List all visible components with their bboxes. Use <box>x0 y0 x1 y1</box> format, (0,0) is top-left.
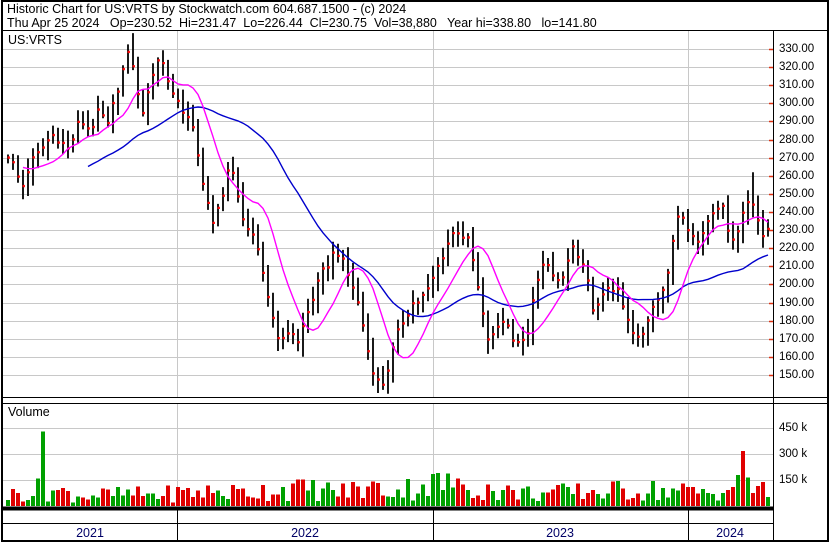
x-axis-year-2021: 2021 <box>76 526 104 540</box>
x-axis-year-2023: 2023 <box>546 526 574 540</box>
price-axis-label: 320.00 <box>779 61 815 74</box>
price-axis-label: 260.00 <box>779 169 815 182</box>
price-axis-label: 240.00 <box>779 205 815 218</box>
price-axis-label: 300.00 <box>779 97 815 110</box>
price-axis-label: 200.00 <box>779 278 815 291</box>
volume-axis-label: 450 k <box>779 422 808 434</box>
price-axis-label: 290.00 <box>779 115 815 128</box>
price-axis-label: 280.00 <box>779 133 815 146</box>
price-axis-label: 160.00 <box>779 350 815 363</box>
price-axis-label: 170.00 <box>779 332 815 345</box>
price-axis-label: 250.00 <box>779 187 815 200</box>
volume-axis-label: 300 k <box>779 448 808 460</box>
price-axis-label: 190.00 <box>779 296 815 309</box>
symbol-label: US:VRTS <box>8 33 62 47</box>
price-axis-label: 150.00 <box>779 368 815 381</box>
volume-axis-label: 150 k <box>779 474 808 486</box>
price-axis-label: 270.00 <box>779 151 815 164</box>
x-axis-year-2022: 2022 <box>291 526 319 540</box>
chart-title: Historic Chart for US:VRTS by Stockwatch… <box>7 2 407 16</box>
x-axis-year-2024: 2024 <box>716 526 744 540</box>
price-axis-label: 230.00 <box>779 224 815 237</box>
volume-panel-label: Volume <box>8 405 50 419</box>
quote-summary: Thu Apr 25 2024 Op=230.52 Hi=231.47 Lo=2… <box>7 16 597 30</box>
price-axis-label: 220.00 <box>779 242 815 255</box>
price-axis-label: 210.00 <box>779 260 815 273</box>
price-axis-label: 310.00 <box>779 79 815 92</box>
price-axis-label: 330.00 <box>779 43 815 55</box>
price-axis-label: 180.00 <box>779 314 815 327</box>
